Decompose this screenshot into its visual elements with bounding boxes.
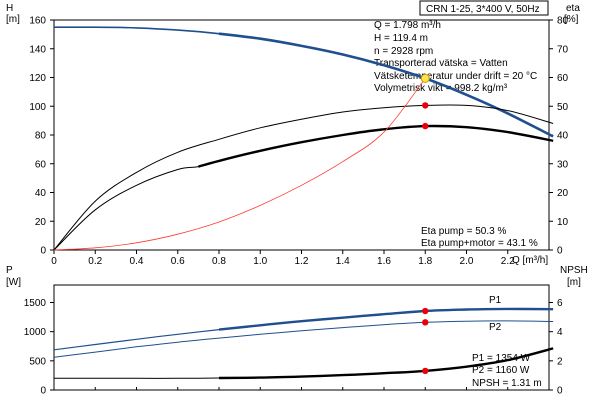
p-axis-tick-label: 1500 bbox=[24, 298, 47, 309]
top-right-axis-title-line1: eta bbox=[566, 3, 580, 14]
bottom-right-axis-title-line2: [m] bbox=[567, 277, 581, 288]
curve-layer bbox=[53, 26, 554, 380]
npsh-axis-tick-label: 4 bbox=[557, 327, 563, 338]
curve-P2 bbox=[53, 320, 554, 358]
x-tick-label: 1.0 bbox=[253, 256, 267, 267]
x-tick-label: 2.2 bbox=[501, 256, 515, 267]
top-x-axis-title: Q [m³/h] bbox=[512, 255, 548, 266]
x-tick-label: 1.4 bbox=[336, 256, 350, 267]
top-left-axis-title-line2: [m] bbox=[6, 14, 20, 25]
p2-curve-tag: P2 bbox=[489, 322, 502, 333]
y-left-tick-label: 160 bbox=[29, 16, 46, 27]
y-right-tick-label: 40 bbox=[557, 131, 569, 142]
y-right-tick-label: 60 bbox=[557, 73, 569, 84]
duty-P1-point bbox=[422, 307, 429, 315]
duty-eta-total-point bbox=[422, 122, 429, 130]
y-left-tick-label: 40 bbox=[35, 188, 47, 199]
y-right-tick-label: 30 bbox=[557, 159, 569, 170]
y-left-tick-label: 0 bbox=[40, 246, 46, 257]
npsh-axis-tick-label: 2 bbox=[557, 356, 563, 367]
curve-P1-operating-range bbox=[218, 307, 554, 331]
duty-info-line: Transporterad vätska = Vatten bbox=[374, 58, 508, 69]
y-left-tick-label: 60 bbox=[35, 159, 47, 170]
p-axis-tick-label: 500 bbox=[29, 356, 46, 367]
top-plot-frame bbox=[53, 19, 550, 251]
y-left-tick-label: 140 bbox=[29, 44, 46, 55]
duty-head-point bbox=[420, 73, 430, 83]
duty-info-line: H = 119.4 m bbox=[374, 33, 428, 44]
duty-NPSH-point bbox=[422, 367, 429, 375]
bottom-left-axis-title-line1: P bbox=[6, 265, 13, 276]
curve-eta-pump+motor-operating-range bbox=[198, 124, 554, 168]
npsh-axis-tick-label: 6 bbox=[557, 298, 563, 309]
duty-info-line: Volymetrisk vikt = 998.2 kg/m³ bbox=[374, 83, 508, 94]
p2-value-label: P2 = 1160 W bbox=[472, 365, 530, 376]
curve-system bbox=[53, 78, 426, 251]
x-tick-label: 1.8 bbox=[418, 256, 432, 267]
bottom-left-axis-title-line2: [W] bbox=[6, 277, 21, 288]
y-right-tick-label: 20 bbox=[557, 188, 569, 199]
curve-npsh-operating-range bbox=[218, 347, 554, 380]
eta-pump-label: Eta pump = 50.3 % bbox=[421, 226, 506, 237]
y-left-tick-label: 120 bbox=[29, 73, 46, 84]
tick-layer: 0 0.2 0.4 0.6 0.8 1.0 1.2 1.4 1.6 1.8 2.0 2.2020406… bbox=[24, 16, 569, 397]
y-right-tick-label: 80 bbox=[557, 16, 569, 27]
y-left-tick-label: 100 bbox=[29, 102, 46, 113]
x-tick-label: 0.4 bbox=[130, 256, 144, 267]
duty-eta-pump-point bbox=[422, 102, 429, 109]
x-tick-label: 0.2 bbox=[88, 256, 102, 267]
eta-pump-motor-label: Eta pump+motor = 43.1 % bbox=[421, 238, 538, 249]
bottom-right-axis-title-line1: NPSH bbox=[560, 265, 588, 276]
npsh-axis-tick-label: 0 bbox=[557, 386, 563, 397]
top-left-axis-title-line1: H bbox=[6, 3, 13, 14]
curve-eta-pump bbox=[53, 104, 554, 251]
model-label: CRN 1-25, 3*400 V, 50Hz bbox=[426, 4, 540, 15]
y-left-tick-label: 80 bbox=[35, 131, 47, 142]
duty-point-layer bbox=[420, 73, 430, 375]
x-tick-label: 0.6 bbox=[171, 256, 185, 267]
y-right-tick-label: 70 bbox=[557, 44, 569, 55]
duty-info-line: n = 2928 rpm bbox=[374, 46, 433, 57]
model-box bbox=[419, 0, 549, 16]
y-right-tick-label: 50 bbox=[557, 102, 569, 113]
duty-P2-point bbox=[422, 319, 429, 326]
y-right-tick-label: 0 bbox=[557, 246, 563, 257]
x-tick-label: 1.2 bbox=[295, 256, 309, 267]
x-tick-label: 2.0 bbox=[460, 256, 474, 267]
curve-P1 bbox=[53, 308, 554, 351]
duty-info-line: Vätsketemperatur under drift = 20 °C bbox=[374, 71, 537, 82]
npsh-value-label: NPSH = 1.31 m bbox=[472, 378, 542, 389]
y-left-tick-label: 20 bbox=[35, 217, 47, 228]
y-right-tick-label: 10 bbox=[557, 217, 569, 228]
p1-value-label: P1 = 1354 W bbox=[472, 353, 531, 364]
x-tick-label: 0.8 bbox=[212, 256, 226, 267]
top-right-axis-title-line2: [%] bbox=[564, 14, 579, 25]
p1-curve-tag: P1 bbox=[489, 295, 502, 306]
x-tick-label: 0 bbox=[51, 256, 57, 267]
p-axis-tick-label: 0 bbox=[40, 386, 46, 397]
x-tick-label: 1.6 bbox=[377, 256, 391, 267]
duty-info-block: Q = 1.798 m³/h H = 119.4 m n = 2928 rpm … bbox=[374, 20, 537, 94]
p-axis-tick-label: 1000 bbox=[24, 327, 47, 338]
duty-info-line: Q = 1.798 m³/h bbox=[374, 20, 441, 31]
curve-head-operating-range bbox=[218, 32, 554, 138]
